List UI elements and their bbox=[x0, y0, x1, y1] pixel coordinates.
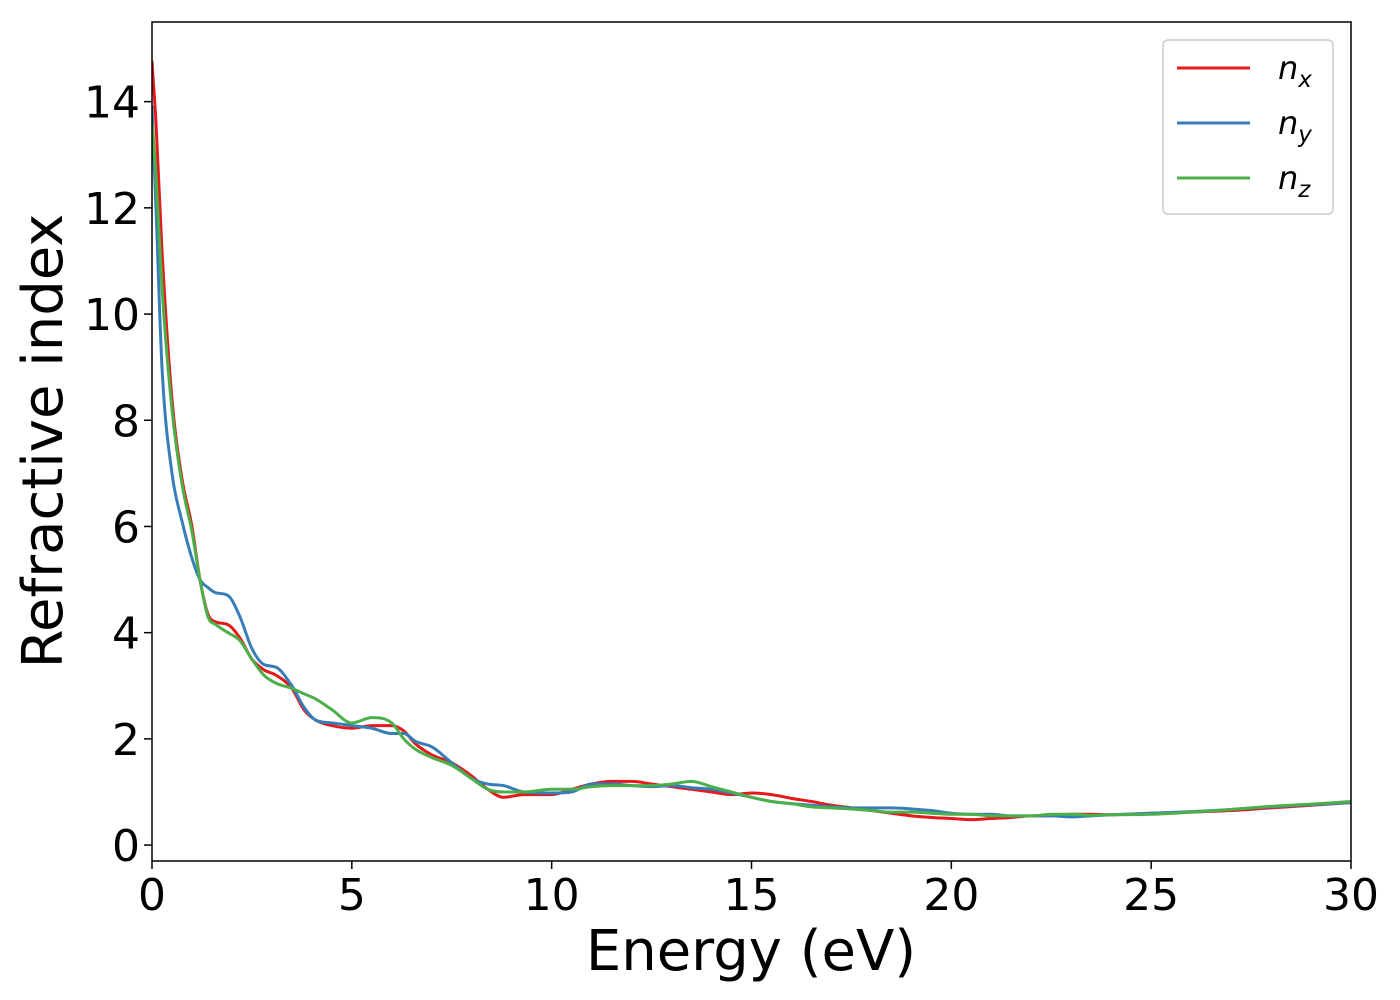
x-axis-label: Energy (eV) bbox=[586, 919, 916, 984]
x-tick-label: 0 bbox=[138, 870, 166, 921]
y-tick-label: 2 bbox=[112, 715, 140, 766]
y-tick-label: 0 bbox=[112, 821, 140, 872]
x-tick-label: 30 bbox=[1323, 870, 1379, 921]
y-tick-label: 6 bbox=[112, 502, 140, 553]
y-tick-label: 10 bbox=[84, 290, 140, 341]
y-tick-label: 8 bbox=[112, 396, 140, 447]
series-layer bbox=[152, 60, 1351, 822]
y-axis-label: Refractive index bbox=[11, 214, 76, 669]
y-tick-label: 4 bbox=[112, 609, 140, 660]
series-line-nz bbox=[152, 121, 1351, 818]
x-axis: 0 5 10 15 20 25 30 bbox=[138, 861, 1379, 921]
y-tick-label: 14 bbox=[84, 78, 140, 129]
x-tick-label: 20 bbox=[923, 870, 979, 921]
x-tick-label: 5 bbox=[338, 870, 366, 921]
y-axis: 0 2 4 6 8 10 12 14 bbox=[84, 78, 152, 872]
legend-box bbox=[1162, 39, 1334, 215]
y-tick-label: 12 bbox=[84, 184, 140, 235]
x-tick-label: 25 bbox=[1123, 870, 1179, 921]
x-tick-label: 10 bbox=[524, 870, 580, 921]
x-tick-label: 15 bbox=[724, 870, 780, 921]
